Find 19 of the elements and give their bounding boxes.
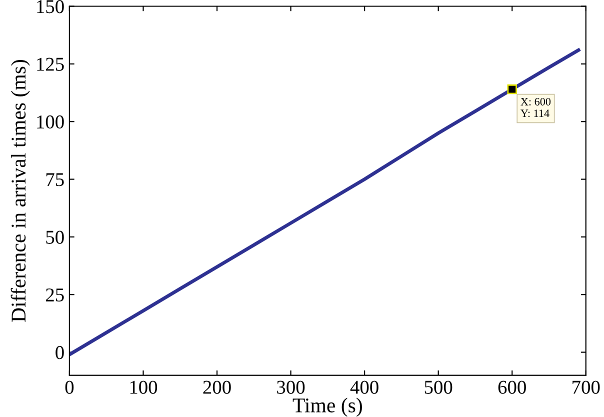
x-tick-label: 100	[130, 380, 158, 394]
x-axis-title: Time (s)	[292, 398, 362, 417]
annotation: X: 600 Y: 114	[520, 98, 551, 118]
y-tick-label: 75	[46, 173, 64, 186]
x-tick-label: 600	[498, 380, 526, 394]
x-tick-label: 0	[65, 380, 74, 394]
y-tick-label: 0	[56, 346, 64, 360]
x-tick-label: 700	[572, 380, 600, 394]
x-tick-label: 200	[203, 380, 231, 394]
y-tick-label: 125	[37, 58, 64, 71]
x-tick-label: 300	[277, 380, 305, 394]
y-axis-title: Difference in arrival times (ms)	[10, 60, 30, 322]
line-series	[69, 48, 580, 356]
y-tick-label: 25	[46, 288, 64, 302]
x-tick-label: 500	[424, 380, 452, 394]
y-tick-label: 150	[37, 0, 64, 14]
x-tick-label: 400	[350, 380, 378, 394]
y-tick-label: 100	[37, 115, 64, 129]
y-tick-label: 50	[46, 230, 64, 244]
